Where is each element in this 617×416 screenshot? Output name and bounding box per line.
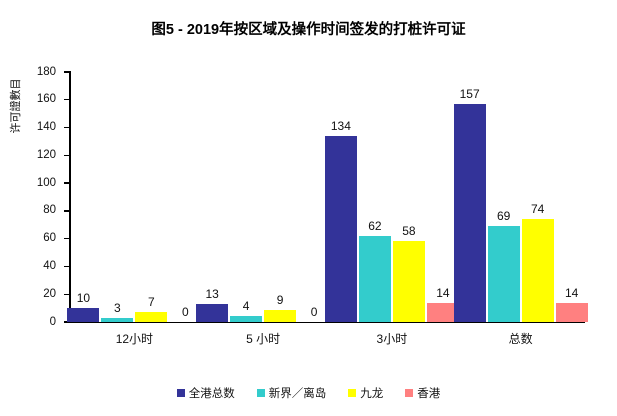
legend-label: 九龙 — [360, 388, 384, 400]
y-axis-tick-label: 160 — [36, 93, 56, 106]
y-axis-tick-label: 80 — [43, 204, 56, 217]
bar-value-label: 58 — [402, 224, 416, 239]
bar — [101, 317, 134, 322]
y-axis-tick-label: 0 — [49, 315, 56, 328]
legend-item[interactable]: 香港 — [405, 385, 440, 401]
y-axis-tick — [64, 238, 70, 240]
y-axis-line — [69, 71, 71, 323]
y-axis-tick-label: 60 — [43, 232, 56, 245]
bar — [555, 302, 588, 322]
legend-label: 新界／离岛 — [268, 388, 327, 400]
bar-value-label: 134 — [330, 118, 351, 133]
bar-value-label: 62 — [368, 218, 382, 233]
legend-item[interactable]: 新界／离岛 — [256, 385, 327, 401]
x-axis-line — [69, 321, 585, 324]
bar-value-label: 0 — [182, 305, 189, 319]
legend-item[interactable]: 全港总数 — [176, 385, 235, 401]
x-axis-category-label: 5 小时 — [246, 332, 281, 346]
y-axis-tick-label: 140 — [36, 121, 56, 134]
y-axis-tick — [64, 99, 70, 101]
y-axis-tick-label: 100 — [36, 176, 56, 189]
bar — [135, 312, 168, 322]
bar — [521, 219, 554, 322]
y-axis-tick-label: 120 — [36, 148, 56, 161]
y-axis-tick-label: 40 — [43, 259, 56, 272]
y-axis-tick-label: 180 — [36, 65, 56, 78]
bar-value-label: 157 — [459, 86, 480, 101]
bar-value-label: 3 — [114, 300, 121, 315]
y-axis-tick — [64, 182, 70, 184]
y-axis-tick — [64, 265, 70, 268]
legend-swatch-icon — [405, 389, 414, 397]
bar-value-label: 14 — [436, 285, 450, 300]
legend-swatch-icon — [176, 389, 185, 397]
legend-label: 香港 — [417, 388, 441, 400]
legend-item[interactable]: 九龙 — [348, 385, 383, 401]
y-axis-tick-label: 20 — [43, 287, 56, 300]
bar — [358, 235, 391, 322]
bar-value-label: 69 — [496, 209, 511, 224]
bar — [264, 309, 297, 322]
bar — [392, 241, 425, 322]
bar-value-label: 13 — [205, 286, 219, 301]
bar-value-label: 9 — [276, 292, 284, 307]
y-axis-tick — [64, 321, 70, 323]
bar-value-label: 4 — [242, 299, 250, 314]
bar — [453, 103, 486, 322]
chart-title: 图5 - 2019年按区域及操作时间签发的打桩许可证 — [151, 22, 466, 38]
bar-value-label: 14 — [564, 285, 579, 300]
y-axis-tick — [64, 293, 70, 295]
legend-label: 全港总数 — [188, 388, 235, 400]
bar — [230, 316, 263, 322]
bar — [196, 303, 229, 322]
y-axis-tick — [64, 210, 70, 212]
legend-swatch-icon — [256, 389, 265, 397]
x-axis-category-label: 12小时 — [115, 332, 154, 346]
bar — [324, 135, 357, 322]
bar-value-label: 7 — [148, 295, 155, 310]
y-axis-tick — [64, 126, 70, 129]
x-axis-category-label: 3小时 — [376, 332, 408, 346]
y-axis-tick — [64, 71, 70, 73]
bar — [67, 308, 100, 322]
bar — [426, 302, 459, 322]
y-axis-tick — [64, 154, 70, 156]
legend-swatch-icon — [348, 389, 357, 397]
bar-value-label: 10 — [76, 291, 91, 306]
bar-value-label: 74 — [530, 202, 545, 217]
bar-value-label: 0 — [310, 305, 318, 319]
x-axis-category-label: 总数 — [508, 332, 533, 346]
chart-legend: 全港总数 新界／离岛 九龙 香港 — [0, 385, 617, 401]
bar — [487, 226, 520, 322]
